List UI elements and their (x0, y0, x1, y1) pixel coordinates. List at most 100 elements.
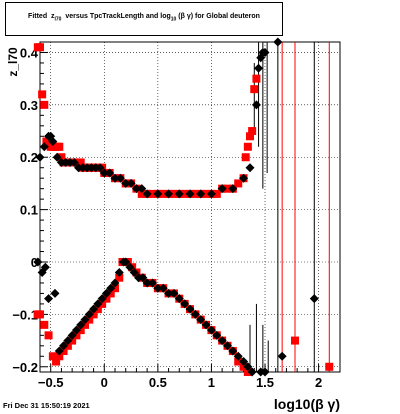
data-point-square (36, 310, 44, 319)
data-point-diamond (50, 288, 60, 298)
y-tick-label: −0.1 (12, 307, 38, 322)
data-point-diamond (153, 283, 163, 293)
title-part-tail: (β γ) for Global deuteron (178, 13, 260, 20)
data-point-diamond (101, 288, 111, 298)
data-point-square (250, 85, 259, 94)
data-point-square (325, 362, 334, 371)
data-point-diamond (71, 325, 81, 335)
data-point-square (212, 189, 221, 198)
data-point-diamond (185, 189, 195, 199)
title-part-z: z (51, 13, 55, 20)
data-point-diamond (251, 100, 261, 110)
data-point-diamond (142, 189, 152, 199)
title-part-main: Fitted (28, 13, 48, 20)
data-point-square (246, 132, 254, 141)
data-point-diamond (174, 294, 184, 304)
data-point-diamond (33, 257, 43, 267)
data-point-diamond (180, 299, 190, 309)
data-point-diamond (129, 267, 139, 277)
data-point-diamond (217, 336, 227, 346)
data-point-diamond (245, 163, 255, 173)
y-tick-label: 0.3 (20, 98, 38, 113)
x-tick-label: 1 (208, 375, 215, 390)
data-point-square (252, 74, 261, 83)
data-point-diamond (228, 184, 238, 194)
data-point-diamond (105, 168, 115, 178)
data-point-diamond (93, 299, 103, 309)
data-point-diamond (110, 278, 120, 288)
data-point-square (137, 189, 146, 198)
data-point-diamond (239, 357, 249, 367)
data-point-diamond (40, 262, 50, 272)
data-point-diamond (99, 168, 109, 178)
title-part-log-sub: 10 (170, 16, 177, 23)
data-point-diamond (126, 178, 136, 188)
data-point-diamond (239, 173, 249, 183)
data-point-square (115, 273, 124, 282)
y-tick-label: 0.1 (20, 203, 38, 218)
data-point-diamond (190, 309, 200, 319)
data-point-diamond (35, 152, 45, 162)
data-point-diamond (69, 157, 79, 167)
title-part-z-sub: l70 (54, 16, 62, 23)
data-point-square (148, 189, 157, 198)
y-tick-label: −0.2 (12, 360, 38, 375)
data-point-diamond (247, 367, 257, 377)
data-point-diamond (97, 294, 107, 304)
data-point-diamond (115, 173, 125, 183)
data-point-diamond (63, 336, 73, 346)
data-point-diamond (233, 351, 243, 361)
data-point-square (55, 352, 64, 361)
data-point-diamond (185, 304, 195, 314)
data-point-diamond (158, 283, 168, 293)
data-point-diamond (228, 346, 238, 356)
data-point-diamond (138, 273, 148, 283)
data-point-square (169, 189, 178, 198)
data-point-square (191, 189, 200, 198)
data-point-square (36, 43, 44, 52)
data-point-diamond (196, 315, 206, 325)
data-point-square (234, 179, 243, 188)
data-point-diamond (121, 257, 131, 267)
data-point-diamond (121, 178, 131, 188)
data-point-square (223, 184, 232, 193)
y-tick-label: 0.2 (20, 150, 38, 165)
data-point-square (76, 158, 85, 167)
data-point-diamond (169, 288, 179, 298)
data-point-diamond (131, 184, 141, 194)
data-point-diamond (125, 262, 135, 272)
data-point-diamond (153, 189, 163, 199)
data-point-diamond (309, 294, 319, 304)
data-point-square (44, 331, 53, 340)
data-point-diamond (89, 304, 99, 314)
data-point-diamond (114, 267, 124, 277)
data-point-diamond (273, 37, 283, 47)
data-point-diamond (76, 320, 86, 330)
chart-title-box: Fitted zl70 versus TpcTrackLength and lo… (5, 2, 283, 36)
data-point-diamond (110, 173, 120, 183)
data-point-diamond (48, 137, 58, 147)
data-point-diamond (201, 320, 211, 330)
data-point-square (40, 320, 49, 329)
data-point-diamond (260, 47, 270, 57)
data-point-diamond (59, 341, 69, 351)
x-tick-label: 0 (101, 375, 108, 390)
x-axis-title: log10(β γ) (274, 396, 340, 412)
data-point-square (40, 100, 49, 109)
data-point-diamond (243, 362, 253, 372)
data-point-square (291, 336, 299, 345)
chart-title: Fitted zl70 versus TpcTrackLength and lo… (6, 13, 282, 22)
data-point-square (55, 142, 64, 151)
timestamp-label: Fri Dec 31 15:50:19 2021 (3, 401, 90, 410)
data-point-diamond (44, 294, 54, 304)
data-point-square (48, 352, 57, 361)
data-point-square (234, 357, 243, 366)
title-part-mid: versus TpcTrackLength and log (65, 13, 171, 20)
data-point-diamond (277, 351, 287, 361)
data-point-diamond (80, 315, 90, 325)
data-point-diamond (67, 330, 77, 340)
data-point-diamond (206, 325, 216, 335)
data-point-square (38, 90, 47, 99)
data-point-diamond (212, 330, 222, 340)
data-point-diamond (137, 184, 147, 194)
